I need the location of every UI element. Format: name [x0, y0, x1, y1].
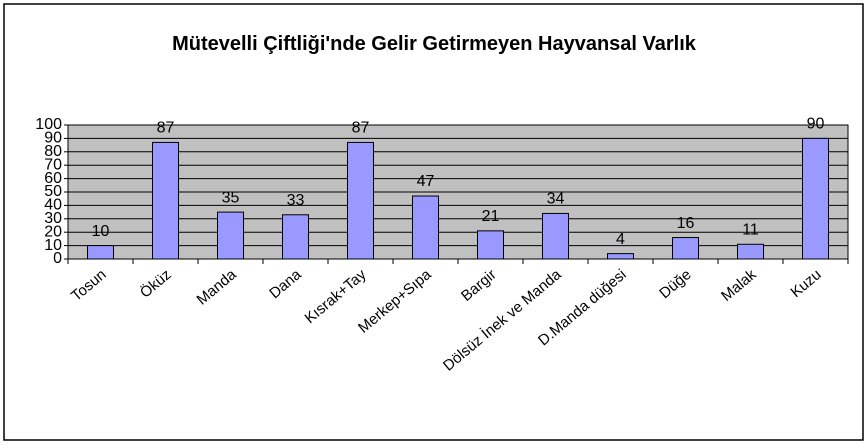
value-label: 90 — [807, 116, 825, 133]
value-label: 34 — [547, 191, 565, 208]
bar — [87, 245, 114, 260]
y-tick-label: 100 — [35, 116, 62, 133]
y-tick-label: 20 — [44, 223, 62, 240]
bar — [152, 141, 179, 260]
value-label: 4 — [616, 231, 625, 248]
value-label: 21 — [482, 208, 500, 225]
value-label: 10 — [92, 223, 110, 240]
bar — [477, 230, 504, 260]
y-tick-label: 70 — [44, 156, 62, 173]
bar — [347, 141, 374, 260]
bar — [412, 195, 439, 260]
bar — [672, 237, 699, 260]
value-label: 35 — [222, 189, 240, 206]
value-label: 16 — [677, 215, 695, 232]
value-label: 33 — [287, 192, 305, 209]
y-tick-label: 80 — [44, 143, 62, 160]
y-tick-label: 0 — [53, 250, 62, 267]
bar — [802, 137, 829, 260]
bar — [607, 253, 634, 260]
value-label: 87 — [352, 120, 370, 137]
value-label: 87 — [157, 120, 175, 137]
y-tick-label: 30 — [44, 210, 62, 227]
bar — [282, 214, 309, 260]
bar — [542, 212, 569, 260]
bar — [217, 211, 244, 260]
y-tick-label: 90 — [44, 130, 62, 147]
chart-title: Mütevelli Çiftliği'nde Gelir Getirmeyen … — [172, 33, 696, 55]
value-label: 11 — [742, 221, 759, 238]
bar — [737, 243, 764, 260]
value-label: 47 — [417, 173, 435, 190]
y-tick-label: 40 — [44, 197, 62, 214]
y-tick-label: 50 — [44, 183, 62, 200]
y-tick-label: 10 — [44, 237, 62, 254]
y-tick-label: 60 — [44, 170, 62, 187]
